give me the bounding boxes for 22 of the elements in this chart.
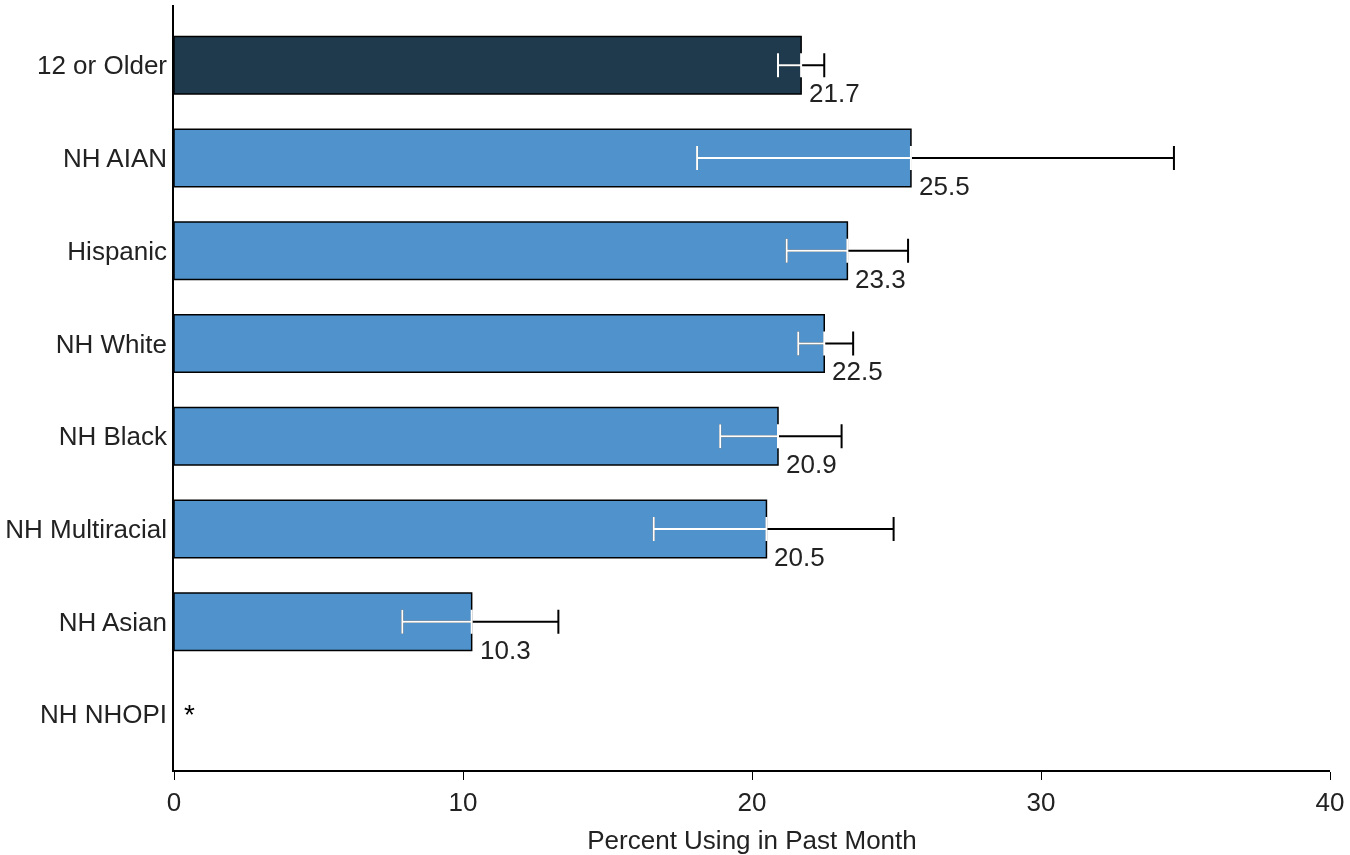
y-tick-label: NH AIAN [63,143,168,174]
y-tick-label: 12 or Older [36,50,168,81]
y-tick-label: NH Multiracial [5,514,168,545]
data-label: 23.3 [855,264,906,294]
y-tick-label: Hispanic [67,235,168,266]
data-label: 21.7 [809,78,860,108]
x-tick-label: 10 [448,786,478,817]
data-label: 10.3 [480,635,531,665]
data-label: 22.5 [832,356,883,386]
x-tick-label: 20 [737,786,767,817]
data-label: 20.5 [774,542,825,572]
x-axis-title: Percent Using in Past Month [587,825,917,855]
y-tick-label: NH NHOPI [39,699,168,730]
text: * [184,699,195,730]
y-tick-label: NH Black [58,421,169,452]
x-tick-label: 0 [166,786,182,817]
y-tick-label: NH White [55,328,168,359]
data-label: 25.5 [919,171,970,201]
x-tick-label: 30 [1026,786,1056,817]
x-tick-label: 40 [1315,786,1345,817]
data-label: 20.9 [786,449,837,479]
y-tick-label: NH Asian [58,606,168,637]
